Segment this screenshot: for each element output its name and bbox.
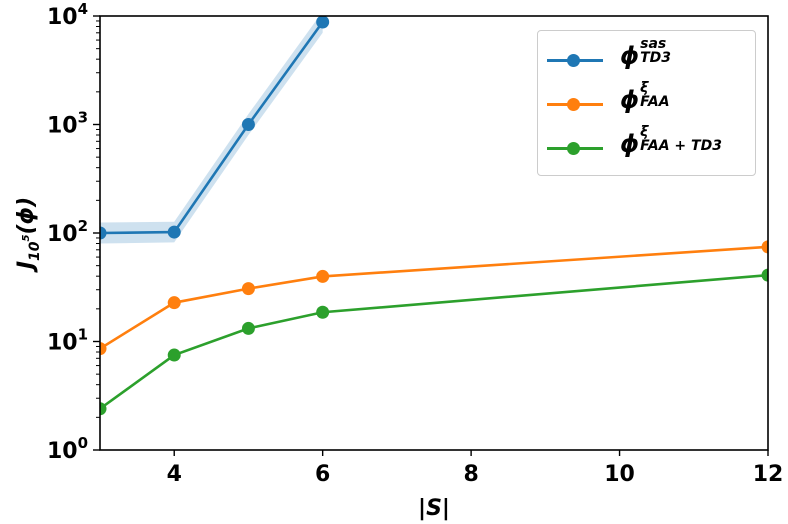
y-tick-label: 104 bbox=[47, 0, 88, 30]
y-tick-label: 101 bbox=[47, 326, 88, 356]
legend-item-faa-td3: ϕ ξ FAA + TD3 bbox=[538, 124, 755, 169]
legend-label: ϕ ξ FAA bbox=[620, 80, 670, 114]
y-axis: 100 101 102 103 104 bbox=[47, 0, 100, 464]
series-1 bbox=[100, 240, 768, 356]
y-axis-label-main: J bbox=[14, 261, 39, 273]
data-point bbox=[167, 348, 181, 362]
y-tick-label: 102 bbox=[47, 217, 88, 247]
x-tick-label: 6 bbox=[315, 462, 330, 487]
y-axis-label-arg: (ϕ) bbox=[14, 197, 39, 235]
x-tick-label: 8 bbox=[463, 462, 478, 487]
data-point bbox=[167, 225, 181, 239]
data-point bbox=[241, 321, 255, 335]
series-2 bbox=[100, 268, 768, 416]
data-point bbox=[100, 226, 107, 240]
x-axis: 4 6 8 10 12 bbox=[167, 450, 784, 487]
data-point bbox=[241, 282, 255, 296]
data-point bbox=[316, 305, 330, 319]
x-tick-label: 10 bbox=[604, 462, 635, 487]
data-point bbox=[761, 240, 768, 254]
legend-marker-icon bbox=[567, 98, 580, 111]
y-axis-label-sub: 10 bbox=[27, 241, 43, 261]
y-axis-label-subsup: 5 bbox=[21, 234, 32, 241]
data-point bbox=[761, 268, 768, 282]
confidence-band bbox=[100, 16, 323, 244]
legend-label: ϕ ξ FAA + TD3 bbox=[620, 124, 722, 158]
series-line bbox=[100, 273, 768, 410]
legend: ϕ sas TD3 ϕ ξ FAA ϕ ξ FAA + TD3 bbox=[537, 30, 756, 176]
data-point bbox=[100, 342, 107, 356]
svg-text:J105(ϕ): J105(ϕ) bbox=[14, 197, 43, 273]
y-axis-label: J105(ϕ) bbox=[14, 197, 43, 273]
y-tick-label: 100 bbox=[47, 434, 88, 464]
data-point bbox=[316, 16, 330, 29]
data-point bbox=[241, 118, 255, 131]
plot-area bbox=[100, 16, 768, 416]
series-line bbox=[100, 245, 768, 350]
data-point bbox=[100, 402, 107, 416]
series-line bbox=[100, 21, 324, 235]
series-0 bbox=[100, 16, 330, 244]
legend-marker-icon bbox=[567, 54, 580, 67]
y-tick-label: 103 bbox=[47, 109, 88, 139]
legend-item-faa: ϕ ξ FAA bbox=[538, 80, 755, 125]
legend-marker-icon bbox=[567, 142, 580, 155]
legend-label: ϕ sas TD3 bbox=[620, 36, 672, 70]
x-tick-label: 12 bbox=[753, 462, 784, 487]
data-point bbox=[167, 296, 181, 310]
x-axis-label: |S| bbox=[418, 496, 450, 521]
legend-item-sas-td3: ϕ sas TD3 bbox=[538, 36, 755, 81]
x-tick-label: 4 bbox=[167, 462, 182, 487]
data-point bbox=[316, 269, 330, 283]
